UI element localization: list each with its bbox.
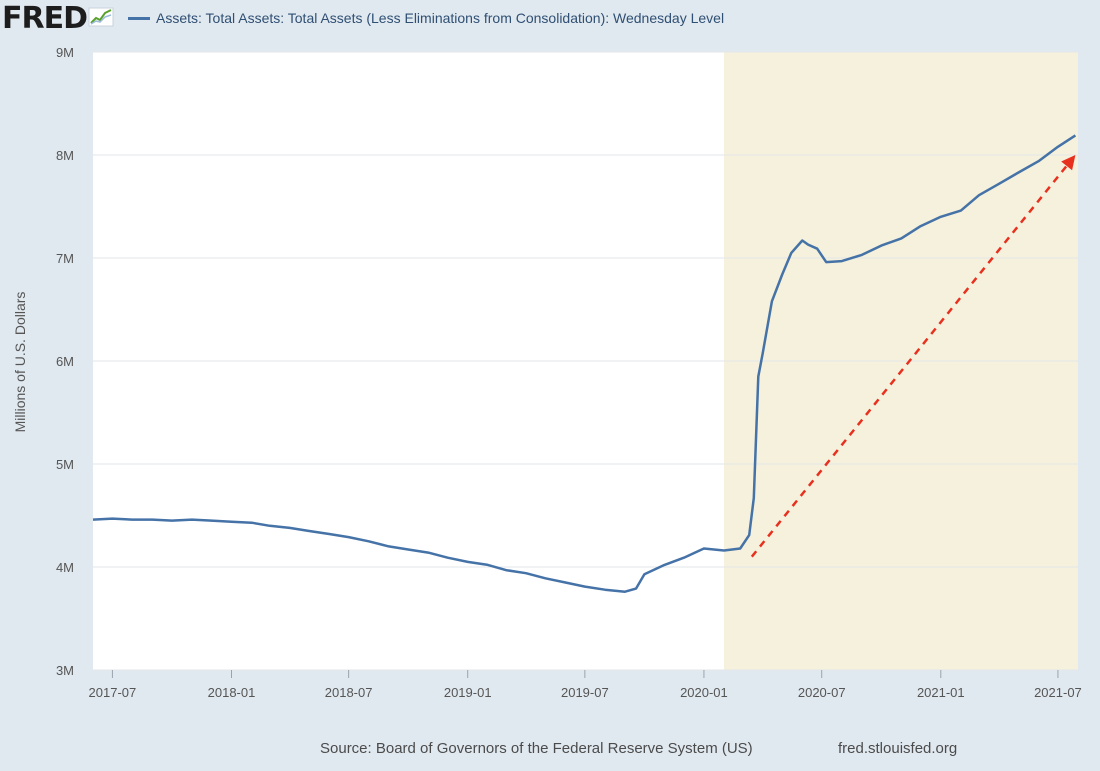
y-axis-label: Millions of U.S. Dollars [12, 292, 28, 433]
chart-line-icon [88, 4, 116, 33]
y-tick-label: 4M [56, 560, 74, 575]
y-tick-label: 5M [56, 457, 74, 472]
chart-header: FRED Assets: Total Assets: Total Assets … [0, 0, 1100, 36]
trend-arrow-head [1061, 155, 1076, 171]
x-tick-label: 2020-01 [680, 685, 728, 700]
y-tick-label: 9M [56, 45, 74, 60]
x-tick-label: 2018-07 [325, 685, 373, 700]
x-tick-label: 2020-07 [798, 685, 846, 700]
source-note: Source: Board of Governors of the Federa… [320, 740, 753, 757]
series-line[interactable] [92, 134, 1077, 593]
x-tick-label: 2017-07 [89, 685, 137, 700]
legend-label: Assets: Total Assets: Total Assets (Less… [156, 10, 725, 26]
y-tick-label: 8M [56, 148, 74, 163]
chart-footer: Source: Board of Governors of the Federa… [0, 738, 1100, 764]
legend-swatch [128, 16, 150, 20]
x-tick-label: 2019-01 [444, 685, 492, 700]
fred-logo[interactable]: FRED [2, 1, 116, 36]
y-tick-label: 7M [56, 251, 74, 266]
logo-text: FRED [2, 0, 88, 36]
x-tick-label: 2018-01 [208, 685, 256, 700]
trend-arrow-line [750, 165, 1068, 558]
x-tick-label: 2019-07 [561, 685, 609, 700]
fred-site-link[interactable]: fred.stlouisfed.org [838, 740, 958, 757]
legend[interactable]: Assets: Total Assets: Total Assets (Less… [128, 10, 724, 26]
y-tick-label: 3M [56, 663, 74, 678]
y-tick-label: 6M [56, 354, 74, 369]
x-tick-label: 2021-07 [1034, 685, 1082, 700]
x-tick-label: 2021-01 [917, 685, 965, 700]
